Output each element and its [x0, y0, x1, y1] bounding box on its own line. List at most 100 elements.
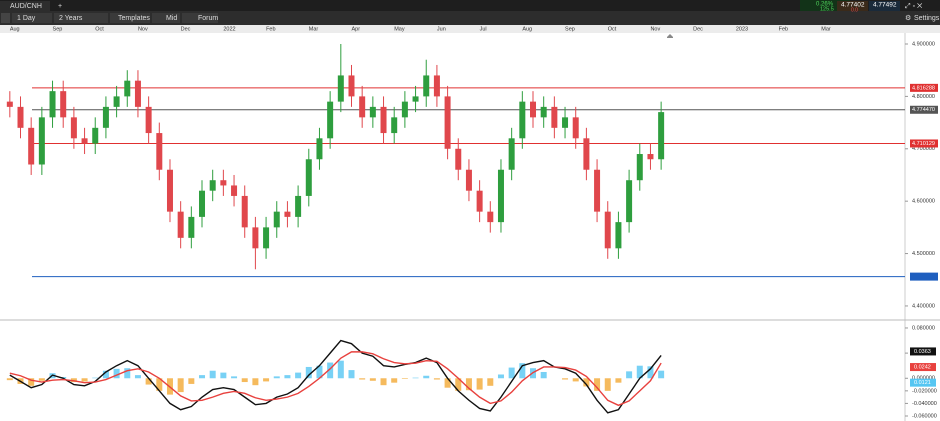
histogram-bar — [583, 378, 590, 387]
y-tick-label: -0.060000 — [912, 413, 937, 419]
settings[interactable]: Settings — [914, 15, 940, 22]
y-tick-label: -0.040000 — [912, 401, 937, 407]
histogram-bar — [177, 378, 184, 393]
histogram-bar — [199, 375, 206, 379]
candle-body — [391, 117, 398, 134]
histogram-bar — [92, 377, 99, 379]
price-type-button[interactable] — [152, 13, 180, 23]
candle-body — [636, 154, 643, 181]
histogram-bar — [487, 378, 494, 386]
candle-body — [572, 117, 579, 139]
candle-body — [81, 138, 88, 144]
candle-body — [124, 80, 131, 97]
x-tick-label: Jun — [437, 26, 446, 32]
candle-body — [487, 211, 494, 223]
candle-body — [6, 101, 13, 107]
symbol[interactable]: AUD/CNH — [10, 3, 42, 10]
histogram-bar — [220, 372, 227, 379]
y-tick-label: 4.500000 — [912, 251, 935, 257]
ask[interactable]: 4.77492 — [873, 2, 897, 9]
x-tick-label: Mar — [821, 26, 831, 32]
histogram-bar — [433, 378, 440, 380]
interval[interactable]: 1 Day — [17, 15, 36, 22]
change: 0.26% — [816, 2, 834, 8]
candle-body — [17, 106, 24, 128]
level-label: 4.816288 — [912, 85, 935, 91]
forum-button[interactable] — [182, 13, 218, 23]
histogram-bar — [273, 376, 280, 379]
window-controls[interactable]: ⤢ ▫ ✕ — [905, 3, 923, 10]
candle-body — [423, 75, 430, 97]
candle-body — [145, 106, 152, 134]
x-tick-label: Jul — [480, 26, 487, 32]
y-tick-label: -0.020000 — [912, 388, 937, 394]
histogram-bar — [327, 362, 334, 379]
histogram-bar — [647, 366, 654, 379]
x-tick-label: May — [394, 26, 405, 32]
candle-body — [465, 169, 472, 191]
x-tick-label: Feb — [266, 26, 275, 32]
home-marker[interactable] — [667, 34, 673, 38]
tab[interactable] — [0, 1, 50, 11]
layout-button[interactable] — [1, 13, 10, 23]
templates[interactable]: Templates — [118, 15, 150, 22]
candle-body — [626, 180, 633, 223]
histogram-bar — [81, 378, 88, 382]
candle-body — [199, 190, 206, 217]
x-tick-label: Dec — [693, 26, 703, 32]
price-type[interactable]: Mid — [166, 15, 177, 22]
histogram-bar — [134, 375, 141, 379]
range-button[interactable] — [54, 13, 108, 23]
value-label: 0.0363 — [914, 349, 931, 355]
bid[interactable]: 4.77402 — [841, 2, 865, 9]
candle-body — [188, 216, 195, 238]
histogram-bar — [359, 378, 366, 380]
candle-body — [540, 106, 547, 118]
ask-box[interactable] — [869, 1, 900, 11]
x-tick-label: Apr — [351, 26, 360, 32]
candle-body — [92, 127, 99, 144]
value-label: 0.0121 — [914, 380, 931, 386]
histogram-bar — [572, 378, 579, 382]
histogram-bar — [295, 372, 302, 379]
templates-button[interactable] — [110, 13, 150, 23]
settings-icon[interactable]: ⚙ — [905, 14, 911, 22]
candle-body — [497, 169, 504, 223]
candle-body — [166, 169, 173, 212]
x-tick-label: Mar — [309, 26, 319, 32]
level-tag — [910, 105, 938, 114]
interval-button[interactable] — [12, 13, 52, 23]
range[interactable]: 2 Years — [59, 15, 83, 22]
histogram-bar — [156, 378, 163, 391]
histogram-bar — [562, 378, 569, 380]
toolbar — [0, 11, 940, 25]
candle-body — [113, 96, 120, 107]
y-tick-label: 4.800000 — [912, 94, 935, 100]
histogram-bar — [252, 378, 259, 386]
y-tick-label: 4.400000 — [912, 303, 935, 309]
histogram-bar — [38, 378, 45, 381]
x-tick-label: Oct — [608, 26, 617, 32]
add-tab[interactable]: + — [58, 3, 62, 10]
histogram-bar — [626, 371, 633, 379]
candle-body — [444, 96, 451, 149]
histogram-bar — [145, 378, 152, 385]
y-tick-label: 4.900000 — [912, 41, 935, 47]
histogram-bar — [241, 378, 248, 383]
candle-body — [412, 96, 419, 102]
level-label: 4.710129 — [912, 141, 935, 147]
bid-box[interactable] — [837, 1, 868, 11]
value-tag — [910, 378, 936, 387]
value-label: 0.0242 — [914, 365, 931, 371]
candle-body — [134, 80, 141, 107]
candle-body — [658, 112, 665, 160]
candle-body — [551, 106, 558, 128]
candle-body — [273, 211, 280, 228]
candle-body — [102, 106, 109, 128]
candle-body — [519, 101, 526, 139]
x-tick-label: Sep — [565, 26, 575, 32]
histogram-bar — [305, 366, 312, 379]
histogram-bar — [476, 378, 483, 390]
x-tick-label: Aug — [522, 26, 532, 32]
forum[interactable]: Forum — [198, 15, 218, 22]
